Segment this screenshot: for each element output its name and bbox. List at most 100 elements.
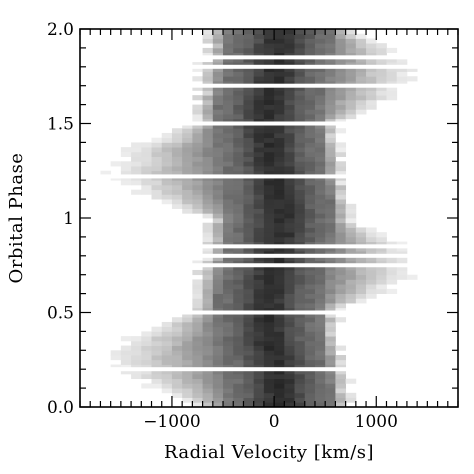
heatmap-cell — [355, 298, 367, 304]
heatmap-cell — [253, 279, 265, 285]
heatmap-cell — [151, 189, 163, 195]
heatmap-cell — [212, 137, 224, 143]
heatmap-cell — [253, 161, 265, 167]
heatmap-cell — [335, 189, 347, 195]
heatmap-cell — [345, 298, 357, 304]
heatmap-cell — [284, 180, 295, 186]
heatmap-cell — [355, 80, 367, 87]
heatmap-cell — [151, 326, 163, 332]
heatmap-cell — [253, 255, 265, 261]
heatmap-cell — [284, 340, 295, 346]
heatmap-cell — [161, 170, 173, 176]
heatmap-cell — [304, 321, 316, 328]
data-gap-line — [81, 174, 457, 179]
heatmap-cell — [274, 326, 285, 332]
heatmap-cell — [223, 284, 234, 290]
heatmap-cell — [304, 307, 316, 313]
heatmap-cell — [223, 199, 234, 205]
heatmap-cell — [243, 38, 255, 44]
heatmap-cell — [294, 29, 306, 35]
heatmap-cell — [274, 71, 285, 77]
heatmap-cell — [263, 345, 275, 351]
heatmap-cell — [233, 57, 244, 63]
heatmap-cell — [325, 43, 336, 49]
heatmap-cell — [202, 331, 214, 337]
heatmap-cell — [284, 62, 295, 68]
heatmap-cell — [202, 303, 214, 309]
data-gap-line — [81, 83, 457, 88]
heatmap-cell — [202, 71, 214, 77]
heatmap-cell — [263, 355, 275, 361]
heatmap-cell — [294, 80, 306, 87]
heatmap-cell — [325, 52, 336, 58]
heatmap-cell — [274, 194, 285, 200]
heatmap-cell — [202, 236, 214, 243]
heatmap-cell — [263, 38, 275, 44]
heatmap-cell — [274, 62, 285, 68]
heatmap-cell — [243, 307, 255, 313]
heatmap-cell — [212, 241, 224, 247]
heatmap-cell — [274, 284, 285, 290]
heatmap-cell — [212, 331, 224, 337]
heatmap-cell — [253, 199, 265, 205]
heatmap-cell — [263, 307, 275, 313]
heatmap-cell — [345, 232, 357, 238]
heatmap-cell — [274, 241, 285, 247]
heatmap-cell — [304, 355, 316, 361]
heatmap-cell — [335, 222, 347, 228]
heatmap-cell — [304, 166, 316, 172]
heatmap-cell — [192, 142, 203, 148]
heatmap-cell — [335, 203, 347, 209]
heatmap-cell — [366, 57, 377, 63]
heatmap-cell — [304, 326, 316, 332]
heatmap-cell — [274, 355, 285, 361]
heatmap-cell — [243, 90, 255, 96]
heatmap-cell — [243, 288, 255, 294]
heatmap-cell — [304, 123, 316, 129]
heatmap-cell — [171, 184, 183, 191]
heatmap-cell — [304, 47, 316, 54]
heatmap-cell — [284, 236, 295, 243]
heatmap-cell — [141, 369, 152, 375]
heatmap-cell — [355, 76, 367, 82]
heatmap-cell — [202, 33, 214, 39]
heatmap-cell — [274, 57, 285, 63]
heatmap-cell — [294, 123, 306, 129]
heatmap-cell — [355, 57, 367, 63]
heatmap-cell — [243, 284, 255, 290]
heatmap-cell — [131, 350, 142, 356]
heatmap-cell — [284, 303, 295, 309]
heatmap-cell — [223, 298, 234, 304]
heatmap-cell — [151, 378, 163, 384]
heatmap-cell — [131, 359, 142, 365]
heatmap-cell — [294, 184, 306, 191]
heatmap-cell — [284, 118, 295, 124]
heatmap-cell — [355, 52, 367, 58]
heatmap-cell — [263, 284, 275, 290]
heatmap-cell — [161, 161, 173, 167]
heatmap-cell — [355, 288, 367, 294]
heatmap-cell — [274, 397, 285, 403]
heatmap-cell — [141, 170, 152, 176]
x-tick-label: 0 — [269, 412, 280, 432]
heatmap-cell — [171, 392, 183, 398]
heatmap-cell — [192, 364, 203, 370]
heatmap-cell — [366, 265, 377, 271]
heatmap-cell — [243, 203, 255, 209]
heatmap-cell — [294, 199, 306, 205]
heatmap-cell — [253, 132, 265, 139]
heatmap-cell — [202, 260, 214, 266]
heatmap-cell — [223, 132, 234, 139]
heatmap-cell — [233, 312, 244, 318]
heatmap-cell — [304, 213, 316, 219]
heatmap-cell — [263, 99, 275, 105]
heatmap-cell — [274, 345, 285, 351]
heatmap-cell — [355, 33, 367, 39]
heatmap-cell — [366, 62, 377, 68]
heatmap-cell — [233, 128, 244, 134]
heatmap-cell — [284, 269, 295, 276]
heatmap-cell — [253, 142, 265, 148]
heatmap-cell — [212, 151, 224, 157]
heatmap-cell — [274, 340, 285, 346]
heatmap-cell — [304, 359, 316, 365]
